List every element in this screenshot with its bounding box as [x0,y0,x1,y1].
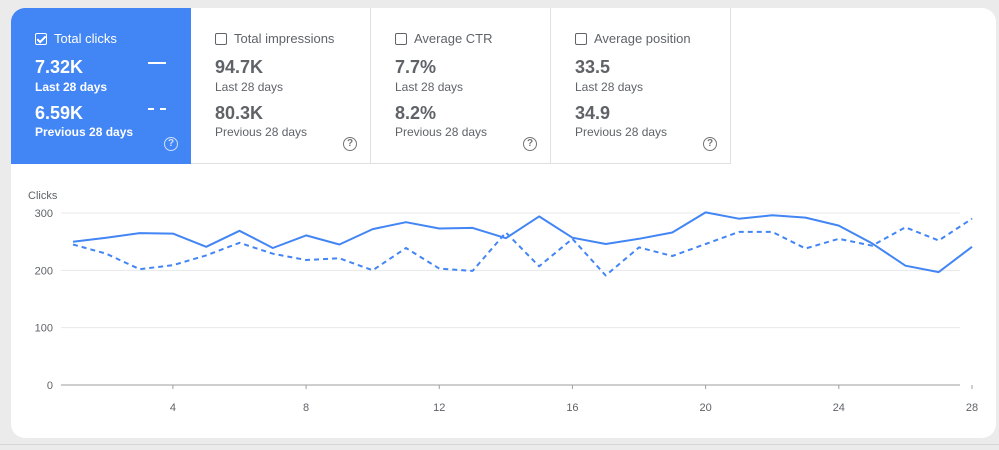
metric-card-average-ctr[interactable]: Average CTR 7.7% Last 28 days 8.2% Previ… [371,8,551,164]
metric-value-current: 7.32K [35,57,84,77]
y-tick-label: 0 [47,380,53,392]
metric-period-current: Last 28 days [215,80,284,94]
metric-period-current: Last 28 days [35,80,108,94]
y-tick-label: 200 [35,265,53,277]
checkbox-unchecked-icon[interactable] [215,32,227,45]
bottom-border [0,444,999,445]
y-tick-labels: 0 100 200 300 [35,208,53,392]
metric-label: Average CTR [414,31,493,46]
metric-label: Total clicks [54,31,117,46]
help-icon[interactable]: ? [523,137,537,151]
metric-period-previous: Previous 28 days [35,125,134,139]
metric-value-previous: 6.59K [35,103,84,123]
dashed-line-legend-icon [148,108,166,110]
metric-card-average-position[interactable]: Average position 33.5 Last 28 days 34.9 … [551,8,731,164]
metric-card-total-clicks[interactable]: Total clicks 7.32K Last 28 days 6.59K Pr… [11,8,191,164]
y-axis-label: Clicks [28,190,58,202]
y-tick-label: 100 [35,323,53,335]
help-icon[interactable]: ? [164,137,178,151]
metric-period-previous: Previous 28 days [215,125,308,139]
previous-period-line [72,217,973,277]
metric-card-header: Average CTR [395,31,493,46]
checkbox-unchecked-icon[interactable] [575,32,587,45]
metric-value-current: 7.7% [395,57,437,77]
metric-period-current: Last 28 days [395,80,464,94]
x-tick-label: 24 [833,402,845,414]
metric-value-previous: 34.9 [575,103,611,123]
clicks-line-chart: Clicks 0 100 200 300 4 8 12 16 20 24 28 [28,190,978,414]
help-icon[interactable]: ? [343,137,357,151]
current-period-line [72,211,973,274]
x-tick-label: 28 [966,402,978,414]
metric-cards: Total clicks 7.32K Last 28 days 6.59K Pr… [11,8,731,164]
metric-label: Average position [594,31,691,46]
x-tick-label: 16 [566,402,578,414]
y-tick-label: 300 [35,208,53,220]
metric-value-current: 94.7K [215,57,264,77]
metric-period-previous: Previous 28 days [575,125,668,139]
metric-value-previous: 8.2% [395,103,437,123]
metric-period-previous: Previous 28 days [395,125,488,139]
metric-value-current: 33.5 [575,57,611,77]
metric-period-current: Last 28 days [575,80,644,94]
x-tick-labels: 4 8 12 16 20 24 28 [170,385,978,414]
metric-card-header: Total clicks [35,31,117,46]
metric-value-previous: 80.3K [215,103,264,123]
metric-label: Total impressions [234,31,335,46]
performance-panel: Total clicks 7.32K Last 28 days 6.59K Pr… [11,8,996,438]
x-tick-label: 20 [700,402,712,414]
solid-line-legend-icon [148,62,166,64]
x-tick-label: 12 [433,402,445,414]
x-tick-label: 8 [303,402,309,414]
metric-card-total-impressions[interactable]: Total impressions 94.7K Last 28 days 80.… [191,8,371,164]
checkbox-checked-icon[interactable] [35,32,47,45]
gridlines [61,212,960,386]
checkbox-unchecked-icon[interactable] [395,32,407,45]
metric-card-header: Average position [575,31,691,46]
chart-series [72,211,973,277]
metric-card-header: Total impressions [215,31,334,46]
x-tick-label: 4 [170,402,176,414]
help-icon[interactable]: ? [703,137,717,151]
